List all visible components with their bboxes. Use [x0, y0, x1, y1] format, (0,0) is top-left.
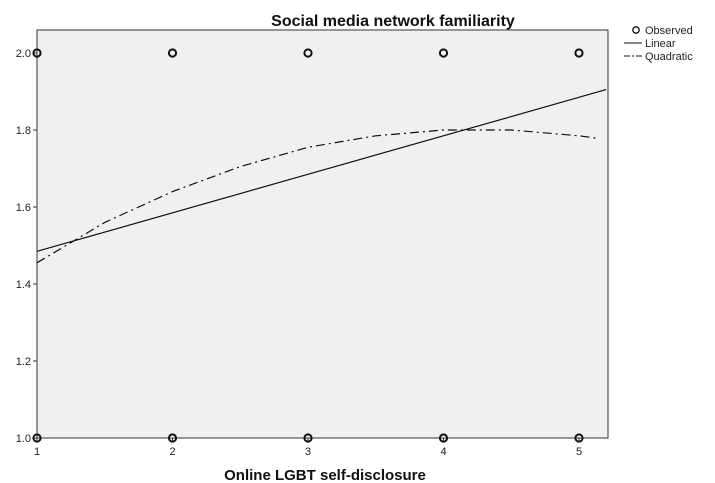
observed-point — [32, 433, 42, 443]
legend-observed-marker — [632, 26, 640, 34]
y-tick-label: 1.8 — [16, 125, 31, 137]
observed-point — [574, 48, 584, 58]
y-tick-label: 1.0 — [16, 433, 31, 445]
x-tick-label: 1 — [34, 446, 40, 458]
legend-linear-label: Linear — [645, 38, 676, 50]
quadratic-fit-line — [36, 129, 600, 264]
x-tick-label: 5 — [576, 446, 582, 458]
plot-area — [36, 29, 609, 439]
x-tick-label: 4 — [440, 446, 446, 458]
observed-point — [438, 48, 449, 58]
y-tick-label: 1.6 — [16, 202, 31, 214]
observed-point — [303, 48, 313, 58]
legend-quadratic-label: Quadratic — [645, 51, 693, 63]
axes: 1 2 3 4 5 1.0 1.2 1.4 1.6 1.8 2.0 — [16, 48, 582, 458]
observed-point — [32, 48, 42, 58]
linear-fit-line — [36, 89, 607, 252]
observed-point — [438, 433, 449, 443]
observed-point — [167, 48, 178, 58]
y-tick-label: 1.2 — [16, 356, 31, 368]
observed-point — [167, 433, 178, 443]
legend-observed-label: Observed — [645, 25, 693, 37]
x-tick-label: 3 — [305, 446, 311, 458]
observed-point — [303, 433, 313, 443]
y-tick-label: 1.4 — [16, 279, 31, 291]
x-tick-label: 2 — [169, 446, 175, 458]
chart-title: Social media network familiarity — [271, 13, 515, 30]
y-tick-label: 2.0 — [16, 48, 31, 60]
series-layer — [32, 48, 607, 443]
x-axis-label: Online LGBT self-disclosure — [224, 467, 426, 483]
observed-point — [574, 433, 584, 443]
